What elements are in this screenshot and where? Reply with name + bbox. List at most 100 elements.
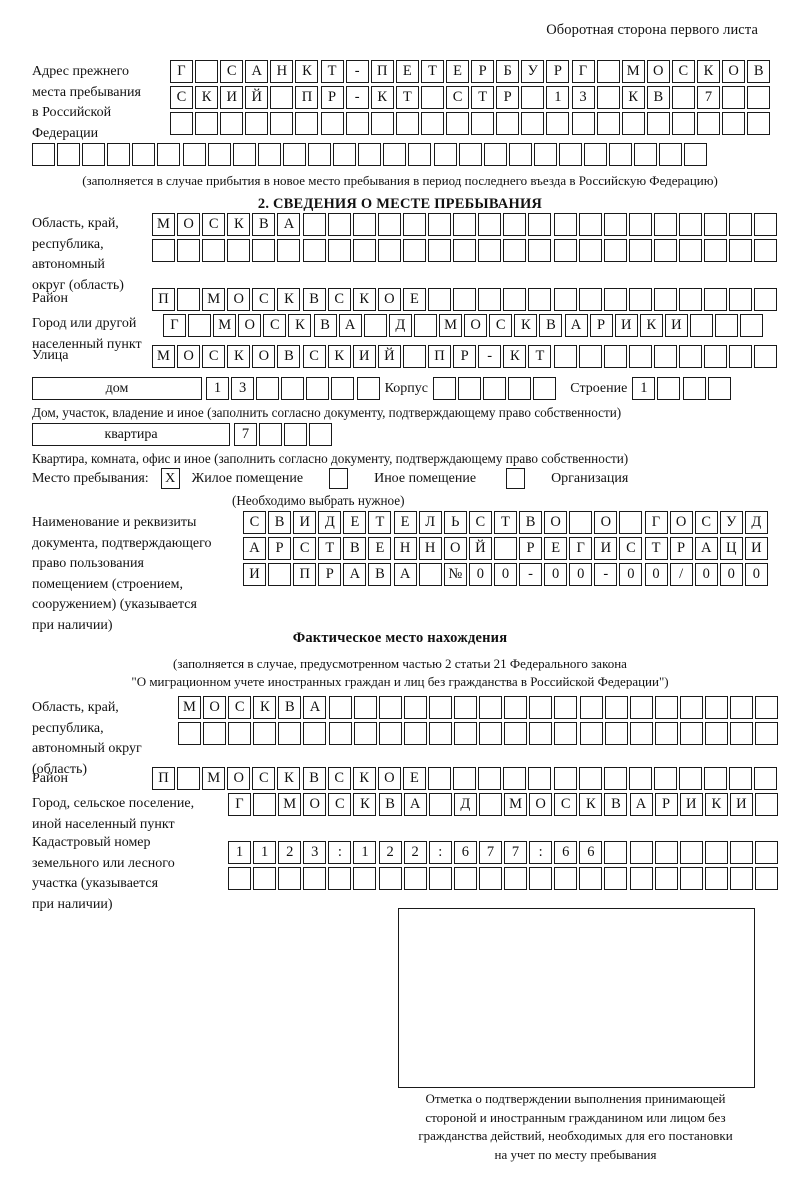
char-cell[interactable]: А xyxy=(338,314,362,337)
char-cell[interactable] xyxy=(679,867,703,890)
char-cell[interactable]: Г xyxy=(163,314,186,337)
char-cell[interactable]: К xyxy=(704,793,728,816)
char-cell[interactable]: В xyxy=(278,696,302,719)
char-cell[interactable]: Д xyxy=(453,793,477,816)
char-cell[interactable]: Д xyxy=(388,314,412,337)
char-cell[interactable]: О xyxy=(377,288,401,311)
char-cell[interactable]: Й xyxy=(377,345,401,368)
char-cell[interactable] xyxy=(596,60,620,83)
char-cell[interactable]: Н xyxy=(418,537,442,560)
char-cell[interactable] xyxy=(483,377,507,400)
char-cell[interactable] xyxy=(554,696,578,719)
char-cell[interactable]: И xyxy=(352,345,376,368)
char-cell[interactable] xyxy=(722,86,746,109)
char-cell[interactable] xyxy=(403,867,427,890)
char-cell[interactable] xyxy=(628,288,652,311)
char-cell[interactable] xyxy=(730,696,754,719)
char-cell[interactable]: Н xyxy=(393,537,417,560)
char-cell[interactable]: Р xyxy=(546,60,570,83)
char-cell[interactable]: А xyxy=(629,793,653,816)
char-cell[interactable]: О xyxy=(177,213,201,236)
char-cell[interactable] xyxy=(653,213,677,236)
char-cell[interactable] xyxy=(578,239,602,262)
char-cell[interactable]: М xyxy=(152,345,175,368)
char-cell[interactable]: 1 xyxy=(206,377,229,400)
char-cell[interactable] xyxy=(458,143,482,166)
char-cell[interactable] xyxy=(370,112,394,135)
char-cell[interactable]: К xyxy=(227,213,251,236)
char-cell[interactable] xyxy=(755,722,779,745)
char-cell[interactable]: И xyxy=(729,793,753,816)
char-cell[interactable] xyxy=(740,314,764,337)
char-cell[interactable]: К xyxy=(621,86,645,109)
char-cell[interactable] xyxy=(227,239,251,262)
char-cell[interactable] xyxy=(729,345,753,368)
char-cell[interactable]: В xyxy=(539,314,563,337)
char-cell[interactable]: С xyxy=(293,537,317,560)
char-cell[interactable]: О xyxy=(177,345,201,368)
char-cell[interactable]: Г xyxy=(569,537,593,560)
char-cell[interactable] xyxy=(578,213,602,236)
char-cell[interactable] xyxy=(228,867,251,890)
char-cell[interactable] xyxy=(82,143,106,166)
char-cell[interactable] xyxy=(603,213,627,236)
char-cell[interactable] xyxy=(220,112,244,135)
char-cell[interactable] xyxy=(521,112,545,135)
char-cell[interactable] xyxy=(628,213,652,236)
char-cell[interactable] xyxy=(754,793,778,816)
char-cell[interactable]: А xyxy=(694,537,718,560)
char-cell[interactable] xyxy=(755,696,779,719)
char-cell[interactable]: С xyxy=(302,345,326,368)
char-cell[interactable] xyxy=(678,239,702,262)
char-cell[interactable] xyxy=(529,867,553,890)
char-cell[interactable] xyxy=(503,239,527,262)
char-cell[interactable] xyxy=(678,213,702,236)
char-cell[interactable] xyxy=(377,239,401,262)
char-cell[interactable]: 0 xyxy=(619,563,643,586)
char-cell[interactable]: В xyxy=(302,288,326,311)
char-cell[interactable]: А xyxy=(303,696,327,719)
char-cell[interactable] xyxy=(496,112,520,135)
char-cell[interactable]: В xyxy=(343,537,367,560)
char-cell[interactable] xyxy=(327,213,351,236)
char-cell[interactable]: К xyxy=(277,288,301,311)
char-cell[interactable]: Р xyxy=(519,537,543,560)
char-cell[interactable] xyxy=(57,143,81,166)
char-cell[interactable]: 0 xyxy=(468,563,492,586)
char-cell[interactable] xyxy=(471,112,495,135)
char-cell[interactable] xyxy=(604,722,628,745)
char-cell[interactable] xyxy=(256,377,280,400)
char-cell[interactable] xyxy=(32,143,55,166)
char-cell[interactable]: В xyxy=(268,511,292,534)
char-cell[interactable]: Л xyxy=(418,511,442,534)
char-cell[interactable]: 7 xyxy=(478,841,502,864)
char-cell[interactable] xyxy=(754,239,778,262)
char-cell[interactable] xyxy=(704,722,728,745)
char-cell[interactable]: Е xyxy=(395,60,419,83)
char-cell[interactable]: К xyxy=(195,86,219,109)
char-cell[interactable] xyxy=(754,867,778,890)
char-cell[interactable]: Г xyxy=(170,60,193,83)
char-cell[interactable]: 2 xyxy=(403,841,427,864)
char-cell[interactable]: К xyxy=(639,314,663,337)
char-cell[interactable] xyxy=(678,288,702,311)
char-cell[interactable] xyxy=(177,288,201,311)
char-cell[interactable] xyxy=(553,767,577,790)
char-cell[interactable]: А xyxy=(564,314,588,337)
char-cell[interactable] xyxy=(508,377,532,400)
char-cell[interactable]: Р xyxy=(268,537,292,560)
char-cell[interactable]: И xyxy=(664,314,688,337)
char-cell[interactable]: Б xyxy=(496,60,520,83)
char-cell[interactable]: 1 xyxy=(253,841,277,864)
char-cell[interactable] xyxy=(428,213,452,236)
char-cell[interactable] xyxy=(395,112,419,135)
char-cell[interactable] xyxy=(653,345,677,368)
char-cell[interactable] xyxy=(619,511,643,534)
char-cell[interactable] xyxy=(707,377,731,400)
char-cell[interactable]: Г xyxy=(644,511,668,534)
char-cell[interactable] xyxy=(704,696,728,719)
